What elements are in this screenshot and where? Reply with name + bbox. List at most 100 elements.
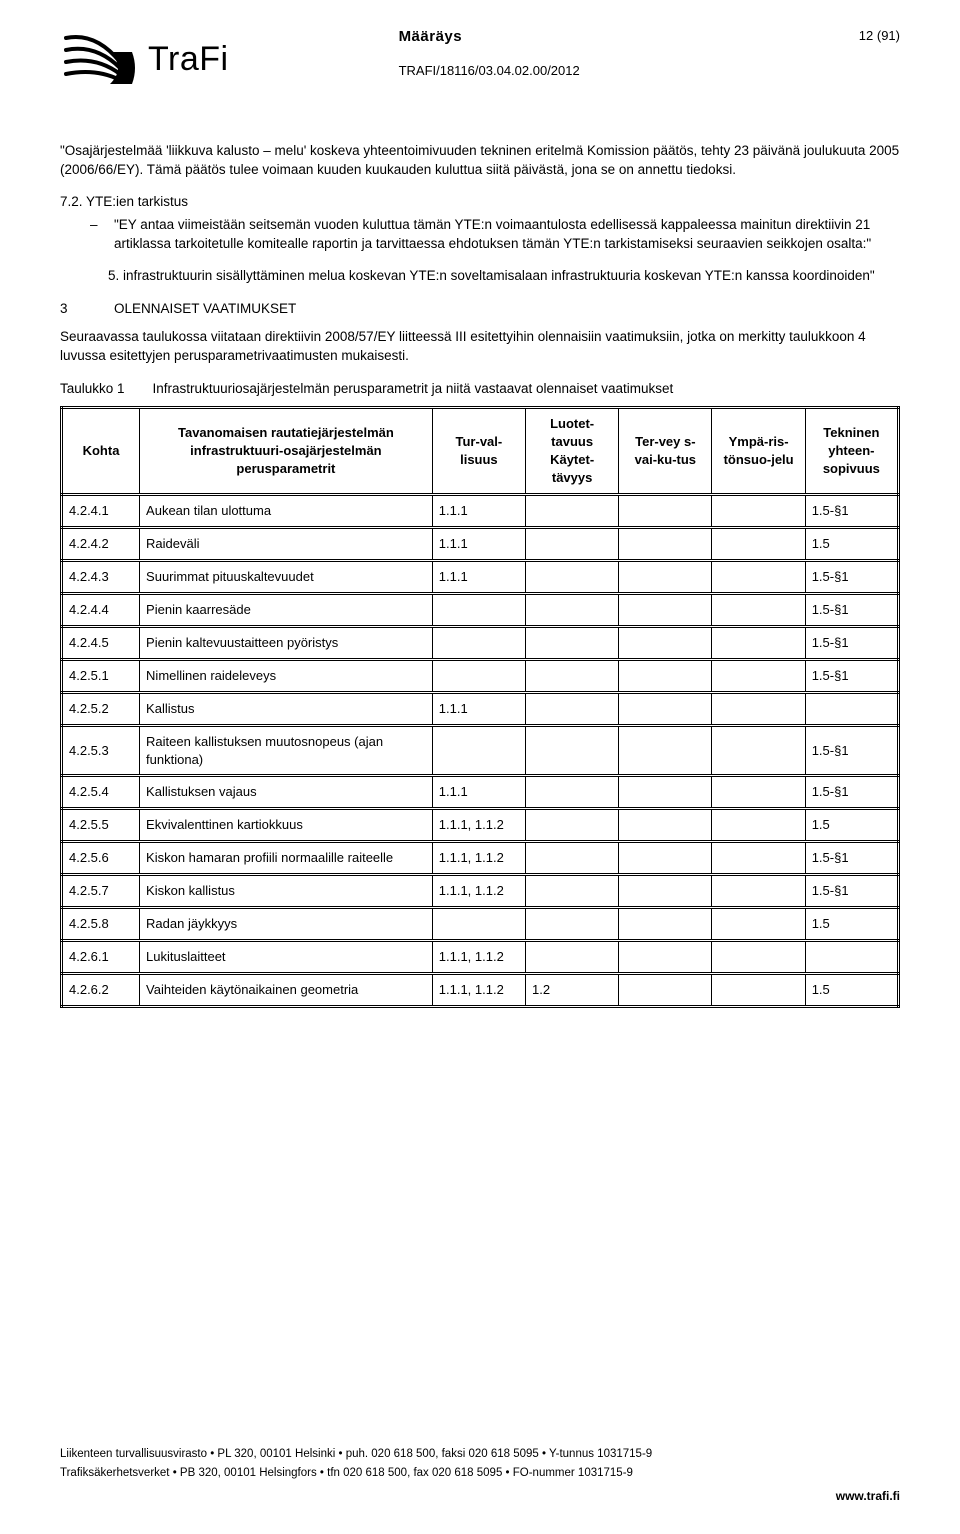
page-number: 12 (91) [859,28,900,43]
cell-kohta: 4.2.4.1 [62,495,140,528]
logo-mark-icon [60,28,138,90]
cell-value: 1.5 [805,974,898,1007]
cell-param: Vaihteiden käytönaikainen geometria [140,974,433,1007]
cell-param: Aukean tilan ulottuma [140,495,433,528]
cell-value: 1.1.1, 1.1.2 [432,941,525,974]
cell-value [526,692,619,725]
cell-value [526,593,619,626]
cell-value [619,842,712,875]
paragraph: "Osajärjestelmää 'liikkuva kalusto – mel… [60,142,900,179]
list-subitem: 5. infrastruktuurin sisällyttäminen melu… [60,267,900,286]
paragraph: Seuraavassa taulukossa viitataan direkti… [60,328,900,365]
cell-kohta: 4.2.6.1 [62,941,140,974]
cell-value [712,725,805,776]
th-luot: Luotet-tavuus Käytet-tävyys [526,408,619,495]
cell-value [712,527,805,560]
doc-type: Määräys [399,28,839,45]
cell-kohta: 4.2.4.3 [62,560,140,593]
cell-kohta: 4.2.5.7 [62,875,140,908]
cell-param: Pienin kaltevuustaitteen pyöristys [140,626,433,659]
params-table: Kohta Tavanomaisen rautatiejärjestelmän … [60,406,900,1008]
cell-param: Pienin kaarresäde [140,593,433,626]
cell-value [712,776,805,809]
cell-value [526,809,619,842]
cell-value [805,941,898,974]
th-kohta: Kohta [62,408,140,495]
cell-value: 1.1.1, 1.1.2 [432,842,525,875]
cell-value [526,875,619,908]
cell-value: 1.1.1 [432,776,525,809]
section-title: OLENNAISET VAATIMUKSET [114,300,296,319]
table-row: 4.2.5.6Kiskon hamaran profiili normaalil… [62,842,899,875]
list-item: "EY antaa viimeistään seitsemän vuoden k… [90,216,900,253]
cell-kohta: 4.2.5.6 [62,842,140,875]
cell-value: 1.1.1 [432,527,525,560]
footer: Liikenteen turvallisuusvirasto • PL 320,… [60,1445,900,1506]
cell-value [432,626,525,659]
title-block: Määräys TRAFI/18116/03.04.02.00/2012 [399,28,839,78]
th-ymp: Ympä-ris-tönsuo-jelu [712,408,805,495]
cell-value: 1.1.1, 1.1.2 [432,809,525,842]
cell-value: 1.1.1, 1.1.2 [432,875,525,908]
cell-value [712,875,805,908]
cell-kohta: 4.2.5.3 [62,725,140,776]
cell-value: 1.5-§1 [805,842,898,875]
cell-value: 1.1.1 [432,495,525,528]
cell-value [712,593,805,626]
section-7-2-heading: 7.2. YTE:ien tarkistus [60,193,900,212]
cell-value [526,842,619,875]
table-label: Taulukko 1 [60,380,125,399]
cell-param: Kallistus [140,692,433,725]
table-row: 4.2.6.1Lukituslaitteet1.1.1, 1.1.2 [62,941,899,974]
brand-name: TraFi [148,40,229,79]
cell-value [619,659,712,692]
cell-value: 1.5-§1 [805,495,898,528]
footer-line-1: Liikenteen turvallisuusvirasto • PL 320,… [60,1445,900,1465]
cell-value [712,908,805,941]
table-row: 4.2.5.7Kiskon kallistus1.1.1, 1.1.21.5-§… [62,875,899,908]
cell-value [619,626,712,659]
cell-value: 1.5-§1 [805,875,898,908]
cell-param: Nimellinen raideleveys [140,659,433,692]
cell-param: Lukituslaitteet [140,941,433,974]
table-row: 4.2.5.1Nimellinen raideleveys1.5-§1 [62,659,899,692]
table-body: 4.2.4.1Aukean tilan ulottuma1.1.11.5-§14… [62,495,899,1007]
cell-value [712,974,805,1007]
table-row: 4.2.5.8Radan jäykkyys1.5 [62,908,899,941]
table-caption-text: Infrastruktuuriosajärjestelmän peruspara… [153,380,674,399]
table-row: 4.2.4.2Raideväli1.1.11.5 [62,527,899,560]
cell-value [712,560,805,593]
cell-param: Suurimmat pituuskaltevuudet [140,560,433,593]
cell-value [619,593,712,626]
cell-param: Raideväli [140,527,433,560]
cell-value [712,626,805,659]
section-number: 3 [60,300,74,319]
cell-param: Kallistuksen vajaus [140,776,433,809]
cell-value: 1.5-§1 [805,626,898,659]
table-row: 4.2.6.2Vaihteiden käytönaikainen geometr… [62,974,899,1007]
table-row: 4.2.4.3Suurimmat pituuskaltevuudet1.1.11… [62,560,899,593]
cell-value: 1.1.1, 1.1.2 [432,974,525,1007]
cell-value [712,495,805,528]
cell-value [526,626,619,659]
cell-value [432,725,525,776]
page: TraFi Määräys TRAFI/18116/03.04.02.00/20… [0,0,960,1534]
cell-value: 1.5 [805,527,898,560]
cell-value [526,659,619,692]
cell-value: 1.5 [805,908,898,941]
cell-kohta: 4.2.4.4 [62,593,140,626]
cell-kohta: 4.2.5.5 [62,809,140,842]
table-row: 4.2.4.4Pienin kaarresäde1.5-§1 [62,593,899,626]
cell-param: Radan jäykkyys [140,908,433,941]
cell-value: 1.5-§1 [805,560,898,593]
cell-param: Ekvivalenttinen kartiokkuus [140,809,433,842]
footer-site: www.trafi.fi [60,1486,900,1506]
cell-kohta: 4.2.5.1 [62,659,140,692]
table-row: 4.2.5.4Kallistuksen vajaus1.1.11.5-§1 [62,776,899,809]
body: "Osajärjestelmää 'liikkuva kalusto – mel… [60,142,900,1008]
cell-value: 1.5-§1 [805,776,898,809]
table-row: 4.2.5.3Raiteen kallistuksen muutosnopeus… [62,725,899,776]
header: TraFi Määräys TRAFI/18116/03.04.02.00/20… [60,28,900,118]
cell-value [619,908,712,941]
cell-value [526,776,619,809]
